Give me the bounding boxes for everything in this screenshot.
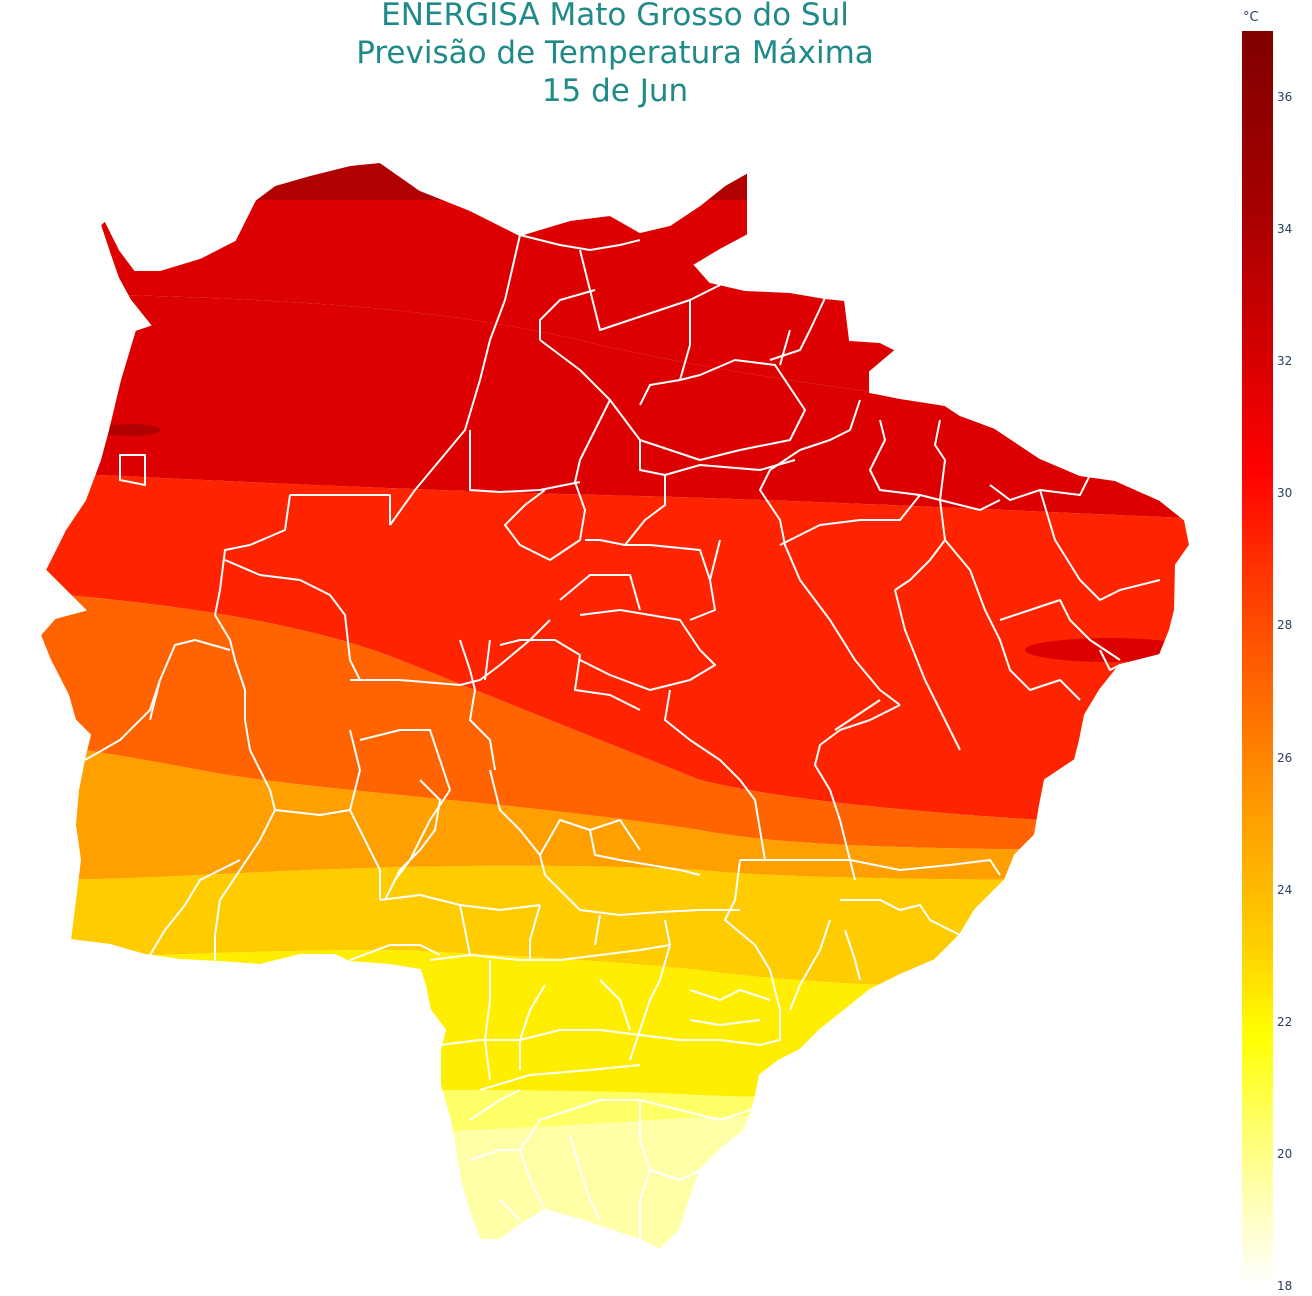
hotspot-northwest [100, 424, 160, 436]
title-line-1: ENERGISA Mato Grosso do Sul [381, 0, 849, 33]
temperature-map [39, 161, 1191, 1251]
band-32 [40, 470, 1190, 830]
colorbar-tick: 34 [1277, 222, 1293, 237]
hotspot-east [1025, 638, 1190, 662]
colorbar-tick: 20 [1277, 1146, 1293, 1161]
title-line-3: 15 de Jun [541, 73, 689, 109]
colorbar-tick: 36 [1277, 90, 1293, 105]
colorbar [1242, 31, 1273, 1286]
colorbar-tick: 24 [1277, 882, 1293, 897]
colorbar-tick: 18 [1277, 1279, 1293, 1293]
municipality-boundaries [84, 234, 1161, 1240]
colorbar-tick: 22 [1277, 1014, 1293, 1029]
colorbar-tick: 26 [1277, 750, 1293, 765]
map-title: ENERGISA Mato Grosso do Sul Previsão de … [0, 0, 1230, 110]
colorbar-tick: 32 [1277, 354, 1293, 369]
band-27 [40, 740, 1190, 880]
colorbar-tick: 28 [1277, 618, 1293, 633]
band-23 [40, 950, 1190, 1098]
title-line-2: Previsão de Temperatura Máxima [356, 35, 874, 71]
band-19 [40, 1115, 1190, 1250]
colorbar-unit: °C [1243, 10, 1259, 25]
colorbar-tick: 30 [1277, 486, 1293, 501]
band-34 [40, 290, 1190, 520]
band-30 [40, 590, 1190, 850]
temperature-bands [40, 162, 1190, 1250]
